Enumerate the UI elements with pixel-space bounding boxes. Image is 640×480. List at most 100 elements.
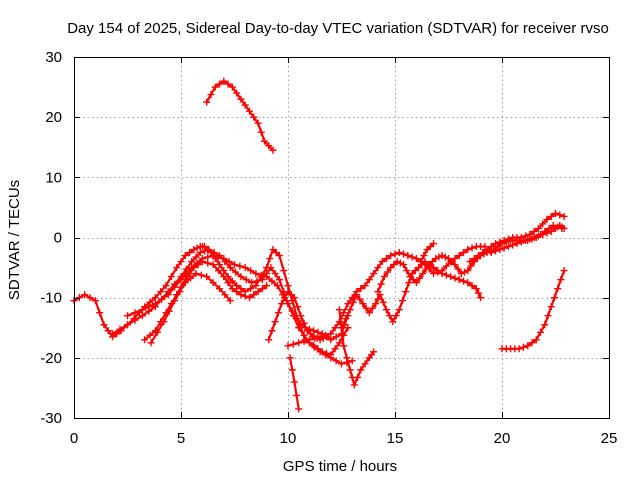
data-series-track-7	[265, 288, 331, 344]
data-point-marker	[225, 258, 233, 266]
data-point-marker	[400, 250, 408, 258]
data-point-marker	[357, 366, 365, 374]
data-point-marker	[361, 360, 369, 368]
data-point-marker	[220, 273, 228, 281]
data-point-marker	[442, 271, 450, 279]
series-line	[149, 272, 232, 344]
data-point-marker	[321, 331, 329, 339]
data-point-marker	[361, 282, 369, 290]
x-tick-label: 15	[387, 430, 404, 447]
data-point-marker	[190, 246, 198, 254]
data-point-marker	[242, 276, 250, 284]
data-point-marker	[396, 259, 404, 267]
data-point-marker	[338, 360, 345, 368]
data-point-marker	[138, 312, 146, 320]
data-point-marker	[216, 261, 224, 269]
data-point-marker	[160, 318, 168, 326]
data-point-marker	[286, 354, 294, 362]
data-point-marker	[547, 303, 555, 311]
data-point-marker	[257, 271, 265, 279]
data-point-marker	[496, 246, 504, 254]
data-point-marker	[379, 298, 387, 306]
data-point-marker	[145, 303, 153, 311]
data-point-marker	[560, 212, 568, 220]
data-point-marker	[214, 267, 222, 275]
data-point-marker	[492, 247, 500, 255]
data-point-marker	[267, 264, 275, 272]
data-point-marker	[192, 253, 200, 261]
data-point-marker	[211, 83, 219, 91]
data-point-marker	[479, 249, 487, 257]
data-point-marker	[228, 285, 236, 293]
data-point-marker	[207, 91, 215, 99]
data-point-marker	[541, 321, 549, 329]
data-point-marker	[293, 315, 301, 323]
x-tick-label: 20	[494, 430, 511, 447]
y-tick-label: 0	[54, 230, 62, 247]
data-point-marker	[300, 337, 308, 345]
data-point-marker	[519, 343, 527, 351]
data-point-marker	[177, 258, 185, 266]
data-point-marker	[311, 334, 319, 342]
data-point-marker	[153, 328, 161, 336]
data-point-marker	[294, 303, 302, 311]
data-point-marker	[447, 273, 455, 281]
data-point-marker	[314, 328, 322, 336]
data-point-marker	[266, 255, 274, 263]
data-point-marker	[311, 343, 319, 351]
data-point-marker	[232, 268, 240, 276]
data-point-marker	[374, 288, 382, 296]
data-point-marker	[265, 142, 273, 150]
data-point-marker	[466, 258, 474, 266]
data-point-marker	[340, 342, 348, 350]
data-point-marker	[275, 252, 283, 260]
data-point-marker	[380, 273, 388, 281]
data-point-marker	[268, 277, 276, 285]
data-point-marker	[438, 270, 446, 278]
data-point-marker	[274, 309, 282, 317]
data-point-marker	[138, 306, 146, 314]
data-point-marker	[316, 348, 324, 356]
data-point-marker	[247, 267, 255, 275]
data-point-marker	[214, 253, 222, 261]
data-point-marker	[231, 261, 238, 269]
data-point-marker	[237, 285, 245, 293]
data-point-marker	[560, 224, 568, 232]
x-tick-label: 5	[177, 430, 185, 447]
data-point-marker	[241, 101, 249, 109]
y-tick-label: 10	[45, 169, 62, 186]
data-point-marker	[254, 288, 262, 296]
data-point-marker	[165, 307, 173, 315]
data-point-marker	[544, 312, 552, 320]
data-point-marker	[252, 282, 260, 290]
data-point-marker	[344, 300, 352, 308]
data-point-marker	[515, 345, 523, 353]
x-tick-labels: 0 5 10 15 20 25	[70, 430, 618, 447]
data-point-marker	[158, 295, 166, 303]
data-point-marker	[477, 294, 485, 302]
data-point-marker	[186, 249, 194, 257]
data-point-marker	[402, 288, 410, 296]
data-point-marker	[550, 294, 558, 302]
data-point-marker	[370, 270, 378, 278]
y-tick-label: -10	[40, 290, 62, 307]
data-point-marker	[419, 270, 427, 278]
data-point-marker	[382, 306, 390, 314]
data-point-marker	[539, 220, 547, 228]
data-series-track-16	[498, 267, 568, 353]
data-point-marker	[398, 297, 406, 305]
data-point-marker	[389, 318, 397, 326]
data-point-marker	[271, 318, 279, 326]
series-line	[205, 79, 275, 152]
data-point-marker	[539, 230, 547, 238]
data-point-marker	[321, 351, 329, 359]
data-point-marker	[258, 276, 266, 284]
data-point-marker	[116, 325, 124, 333]
data-point-marker	[205, 246, 213, 254]
data-series-track-10	[335, 306, 378, 389]
data-point-marker	[271, 270, 279, 278]
data-point-marker	[263, 273, 271, 281]
data-point-marker	[349, 298, 357, 306]
data-point-marker	[297, 312, 305, 320]
data-point-marker	[468, 282, 476, 290]
